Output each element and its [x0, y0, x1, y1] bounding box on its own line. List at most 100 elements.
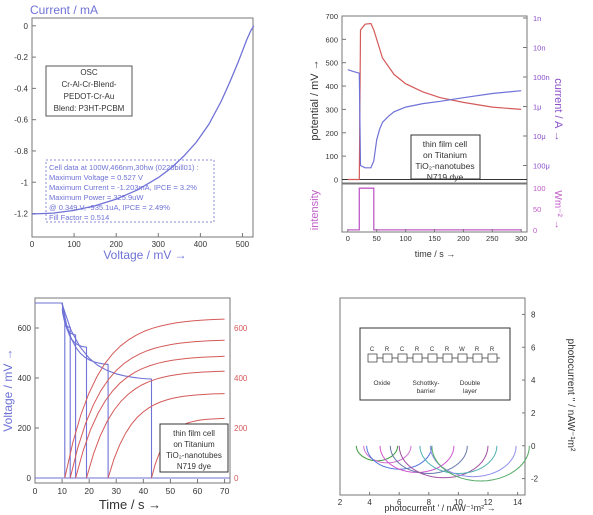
x-axis-label: time / s →: [415, 249, 456, 259]
x-tick-label: 30: [112, 486, 122, 496]
info-line: @ 0.349 V, -935.1uA, IPCE = 2.49%: [49, 203, 170, 212]
annotation-line: N719 dye: [427, 172, 464, 182]
info-line: Maximum Current = -1.203mA, IPCE = 3.2%: [49, 183, 197, 192]
circuit-element: [427, 353, 438, 363]
info-box: [45, 159, 215, 223]
x-tick-label: 8: [427, 498, 432, 507]
y-tick-label: -0.6: [14, 116, 28, 125]
annotation-line: TiO₂-nanotubes: [166, 451, 222, 460]
info-line: Fill Factor = 0.514: [49, 213, 109, 222]
impedance-arc: [398, 445, 489, 479]
info-line: Maximum Voltage = 0.527 V: [49, 173, 143, 182]
y-tick-label-right: 400: [234, 374, 248, 383]
y-tick-label-left: 700: [325, 12, 338, 21]
x-tick-label: 0: [346, 234, 350, 243]
intensity-tick-right: 50: [533, 205, 541, 214]
legend-line: Cr-Al-Cr-Blend-: [61, 80, 116, 89]
circuit-element: [367, 353, 378, 363]
x-tick-label: 0: [30, 240, 35, 249]
y-tick-label-left: 0: [27, 474, 32, 483]
circuit-element: [382, 353, 393, 363]
y-tick-label: -1: [21, 178, 29, 187]
voltage-decay-line: [35, 302, 153, 478]
circuit-element-label: R: [490, 347, 495, 353]
annotation-line: N719 dye: [177, 462, 212, 471]
y-tick-label-right: 100n: [533, 73, 550, 82]
y-axis-label: Voltage / mV →: [1, 348, 15, 431]
y-tick-label-left: 500: [325, 59, 338, 68]
y-tick-label-left: 0: [334, 175, 338, 184]
x-tick-label: 300: [515, 234, 528, 243]
y-axis-label-left: potential / mV →: [309, 59, 321, 140]
impedance-arc: [431, 445, 530, 482]
plot-frame-4: [339, 297, 526, 496]
circuit-element: [472, 353, 483, 363]
y-tick-label-right: 1μ: [533, 103, 542, 112]
y-tick-label-left: 100: [325, 152, 338, 161]
y-tick-label: 2: [531, 409, 536, 418]
plot-frame-2: [341, 15, 528, 184]
voltage-decay-line: [35, 302, 88, 478]
x-tick-label: 6: [397, 498, 402, 507]
circuit-element: [397, 353, 408, 363]
x-tick-label: 10: [57, 486, 67, 496]
x-tick-label: 10: [454, 498, 463, 507]
annotation-line: thin film cell: [423, 139, 468, 149]
circuit-caption: layer: [463, 388, 478, 395]
annotation-box: [159, 423, 229, 473]
circuit-element-label: R: [385, 347, 390, 353]
voltage-rise-line: [64, 318, 225, 479]
voltage-rise-line: [69, 339, 225, 479]
voltage-decay-line: [35, 302, 77, 478]
impedance-arc: [389, 445, 468, 475]
circuit-element-label: C: [370, 347, 375, 353]
annotation-line: on Titanium: [173, 440, 215, 449]
y-tick-label-left: 600: [18, 324, 32, 333]
circuit-caption: Schottky-: [412, 380, 439, 387]
voltage-rise-line: [107, 393, 225, 479]
y-axis-label: Current / mA: [30, 3, 98, 17]
legend-line: Blend: P3HT-PCBM: [54, 104, 125, 113]
info-line: Maximum Power = 325.9uW: [49, 193, 144, 202]
x-tick-label: 20: [84, 486, 94, 496]
x-axis-label: Voltage / mV →: [103, 248, 186, 262]
y-tick-label: 0: [24, 22, 29, 31]
y-tick-label: 6: [531, 343, 536, 352]
y-tick-label-left: 200: [18, 424, 32, 433]
legend-line: PEDOT-Cr-Au: [64, 92, 115, 101]
circuit-caption: Oxide: [374, 380, 391, 387]
series-line: [347, 69, 522, 169]
y-tick-label-left: 400: [18, 374, 32, 383]
y-tick-label-right: 10μ: [533, 132, 546, 141]
impedance-arc: [363, 445, 412, 464]
info-line: Cell data at 100W,466nm,30hw (0220bill01…: [49, 163, 199, 172]
x-tick-label: 50: [373, 234, 381, 243]
y-tick-label-right: 10n: [533, 44, 546, 53]
intensity-tick-right: 0: [533, 226, 537, 235]
circuit-caption: Double: [460, 380, 481, 387]
y-tick-label-left: 300: [325, 105, 338, 114]
x-tick-label: 150: [428, 234, 441, 243]
y-axis-label-right: current / A →: [552, 78, 564, 142]
circuit-element-label: R: [415, 347, 420, 353]
intensity-line: [347, 187, 522, 231]
circuit-element: [457, 353, 468, 363]
y-tick-label: 0: [531, 442, 536, 451]
voltage-rise-line: [86, 370, 225, 479]
x-tick-label: 60: [193, 486, 203, 496]
x-tick-label: 12: [484, 498, 493, 507]
circuit-element: [412, 353, 423, 363]
y-tick-label: -0.8: [14, 147, 28, 156]
impedance-arc: [429, 445, 517, 478]
x-tick-label: 14: [513, 498, 522, 507]
y-tick-label-left: 600: [325, 35, 338, 44]
y-tick-label-right: 0: [234, 474, 239, 483]
x-tick-label: 500: [236, 240, 250, 249]
annotation-line: thin film cell: [173, 429, 215, 438]
voltage-decay-line: [35, 302, 109, 478]
x-tick-label: 0: [33, 486, 38, 496]
x-tick-label: 100: [67, 240, 81, 249]
y-tick-label-right: 1n: [533, 14, 541, 23]
intensity-frame: [341, 183, 528, 233]
